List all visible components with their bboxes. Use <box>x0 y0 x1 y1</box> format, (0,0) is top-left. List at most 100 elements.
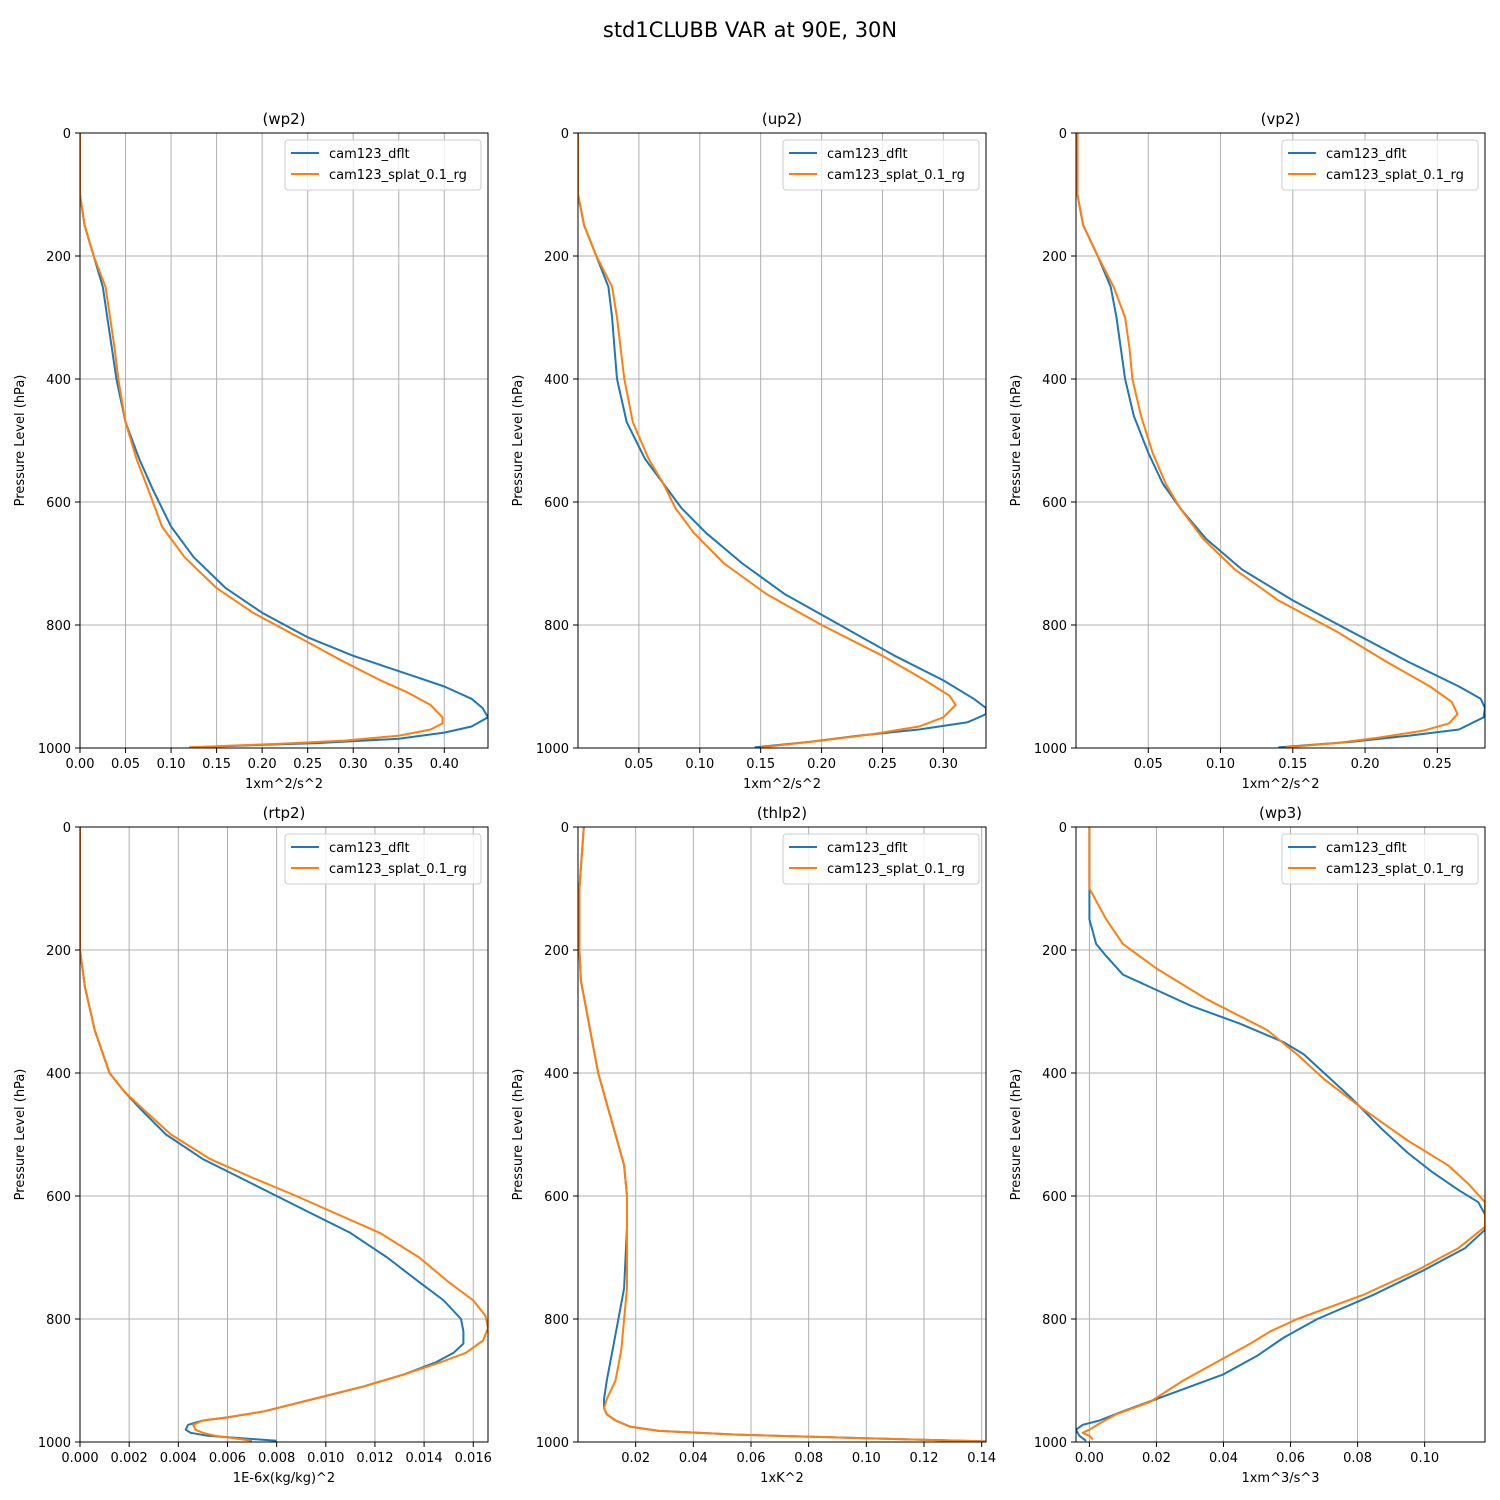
panel-1: 0.00 0.05 0.10 0.15 0.20 0.25 0.30 0.35 0.40 0 200… <box>13 110 489 792</box>
legend-entry-label: cam123_splat_0.1_rg <box>827 168 965 183</box>
legend-entry-label: cam123_splat_0.1_rg <box>329 168 467 183</box>
x-axis-label: 1xm^3/s^3 <box>1241 1471 1319 1486</box>
x-tick-label: 0.000 <box>61 1451 98 1466</box>
y-tick-label: 1000 <box>536 742 569 757</box>
figure-title: std1CLUBB VAR at 90E, 30N <box>603 18 897 42</box>
legend: cam123_dflt cam123_splat_0.1_rg <box>1281 139 1479 191</box>
x-axis-label: 1xm^2/s^2 <box>1241 777 1319 792</box>
x-tick-label: 0.010 <box>307 1451 344 1466</box>
x-tick-label: 0.10 <box>157 757 186 772</box>
legend: cam123_dflt cam123_splat_0.1_rg <box>782 139 980 191</box>
panel-title: (thlp2) <box>757 804 807 822</box>
y-tick-label: 400 <box>1042 373 1067 388</box>
y-axis-label: Pressure Level (hPa) <box>13 1069 28 1201</box>
panel-5: 0.02 0.04 0.06 0.08 0.10 0.12 0.14 0 200 400 600 80… <box>511 804 996 1486</box>
x-tick-label: 0.00 <box>66 757 95 772</box>
x-tick-label: 0.20 <box>807 757 836 772</box>
x-tick-label: 0.25 <box>293 757 322 772</box>
series-line-dflt <box>80 133 488 748</box>
y-tick-label: 1000 <box>1034 742 1067 757</box>
legend-box <box>1281 833 1479 885</box>
y-tick-label: 600 <box>544 496 569 511</box>
legend: cam123_dflt cam123_splat_0.1_rg <box>782 833 980 885</box>
panel-6: 0.00 0.02 0.04 0.06 0.08 0.10 0 200 400 600 800 100… <box>1009 804 1486 1486</box>
x-tick-label: 0.05 <box>111 757 140 772</box>
x-tick-label: 0.00 <box>1075 1451 1104 1466</box>
y-tick-label: 400 <box>1042 1067 1067 1082</box>
x-tick-label: 0.10 <box>685 757 714 772</box>
y-axis-label: Pressure Level (hPa) <box>13 375 28 507</box>
legend-entry-label: cam123_splat_0.1_rg <box>329 862 467 877</box>
y-tick-label: 0 <box>1059 821 1067 836</box>
series-line-dflt <box>578 133 986 748</box>
x-axis-label: 1E-6x(kg/kg)^2 <box>233 1471 335 1486</box>
y-tick-label: 400 <box>46 1067 71 1082</box>
x-tick-label: 0.10 <box>1206 757 1235 772</box>
legend-entry-label: cam123_splat_0.1_rg <box>1326 862 1464 877</box>
legend-box <box>782 139 980 191</box>
axes-frame <box>1075 132 1486 749</box>
series-line-splat <box>1081 827 1485 1441</box>
legend: cam123_dflt cam123_splat_0.1_rg <box>284 139 482 191</box>
legend-entry-label: cam123_dflt <box>329 147 410 162</box>
y-tick-label: 600 <box>46 1190 71 1205</box>
x-tick-label: 0.08 <box>1343 1451 1372 1466</box>
series-line-splat <box>578 827 986 1442</box>
y-tick-label: 600 <box>544 1190 569 1205</box>
x-tick-label: 0.35 <box>384 757 413 772</box>
y-tick-label: 0 <box>1059 127 1067 142</box>
x-tick-label: 0.02 <box>1142 1451 1171 1466</box>
x-tick-label: 0.02 <box>621 1451 650 1466</box>
x-tick-label: 0.15 <box>202 757 231 772</box>
x-tick-label: 0.006 <box>209 1451 246 1466</box>
x-tick-label: 0.15 <box>1278 757 1307 772</box>
panels: 0.00 0.05 0.10 0.15 0.20 0.25 0.30 0.35 0.40 0 200… <box>13 110 1486 1486</box>
y-tick-label: 400 <box>544 373 569 388</box>
x-tick-label: 0.004 <box>160 1451 197 1466</box>
y-tick-label: 0 <box>561 821 569 836</box>
x-tick-label: 0.08 <box>794 1451 823 1466</box>
legend-entry-label: cam123_dflt <box>827 147 908 162</box>
y-tick-label: 800 <box>1042 619 1067 634</box>
x-tick-label: 0.04 <box>1209 1451 1238 1466</box>
legend-entry-label: cam123_dflt <box>1326 841 1407 856</box>
y-tick-label: 200 <box>544 250 569 265</box>
axes-frame <box>577 826 987 1443</box>
y-tick-label: 200 <box>1042 944 1067 959</box>
panel-title: (wp2) <box>262 110 305 128</box>
x-tick-label: 0.10 <box>1410 1451 1439 1466</box>
panel-title: (vp2) <box>1261 110 1301 128</box>
y-tick-label: 600 <box>46 496 71 511</box>
legend-entry-label: cam123_splat_0.1_rg <box>1326 168 1464 183</box>
series-line-splat <box>578 133 957 748</box>
legend: cam123_dflt cam123_splat_0.1_rg <box>1281 833 1479 885</box>
y-tick-label: 1000 <box>38 1436 71 1451</box>
y-axis-label: Pressure Level (hPa) <box>1009 375 1024 507</box>
x-tick-label: 0.15 <box>746 757 775 772</box>
x-tick-label: 0.016 <box>455 1451 492 1466</box>
panel-title: (up2) <box>762 110 802 128</box>
x-tick-label: 0.06 <box>1276 1451 1305 1466</box>
series-line-splat <box>80 133 444 748</box>
x-tick-label: 0.002 <box>111 1451 148 1466</box>
panel-4: 0.000 0.002 0.004 0.006 0.008 0.010 0.012 0.014… <box>13 804 492 1486</box>
x-tick-label: 0.04 <box>679 1451 708 1466</box>
y-axis-label: Pressure Level (hPa) <box>1009 1069 1024 1201</box>
x-tick-label: 0.30 <box>339 757 368 772</box>
x-axis-label: 1xm^2/s^2 <box>743 777 821 792</box>
legend-box <box>284 139 482 191</box>
y-tick-label: 800 <box>46 1313 71 1328</box>
x-tick-label: 0.05 <box>1134 757 1163 772</box>
series-line-splat <box>1076 133 1459 748</box>
x-tick-label: 0.012 <box>356 1451 393 1466</box>
legend-box <box>284 833 482 885</box>
y-tick-label: 200 <box>46 250 71 265</box>
y-tick-label: 800 <box>544 1313 569 1328</box>
y-tick-label: 200 <box>544 944 569 959</box>
y-tick-label: 800 <box>1042 1313 1067 1328</box>
x-axis-label: 1xm^2/s^2 <box>245 777 323 792</box>
axes-frame <box>79 826 489 1443</box>
axes-frame <box>577 132 987 749</box>
legend-entry-label: cam123_dflt <box>827 841 908 856</box>
